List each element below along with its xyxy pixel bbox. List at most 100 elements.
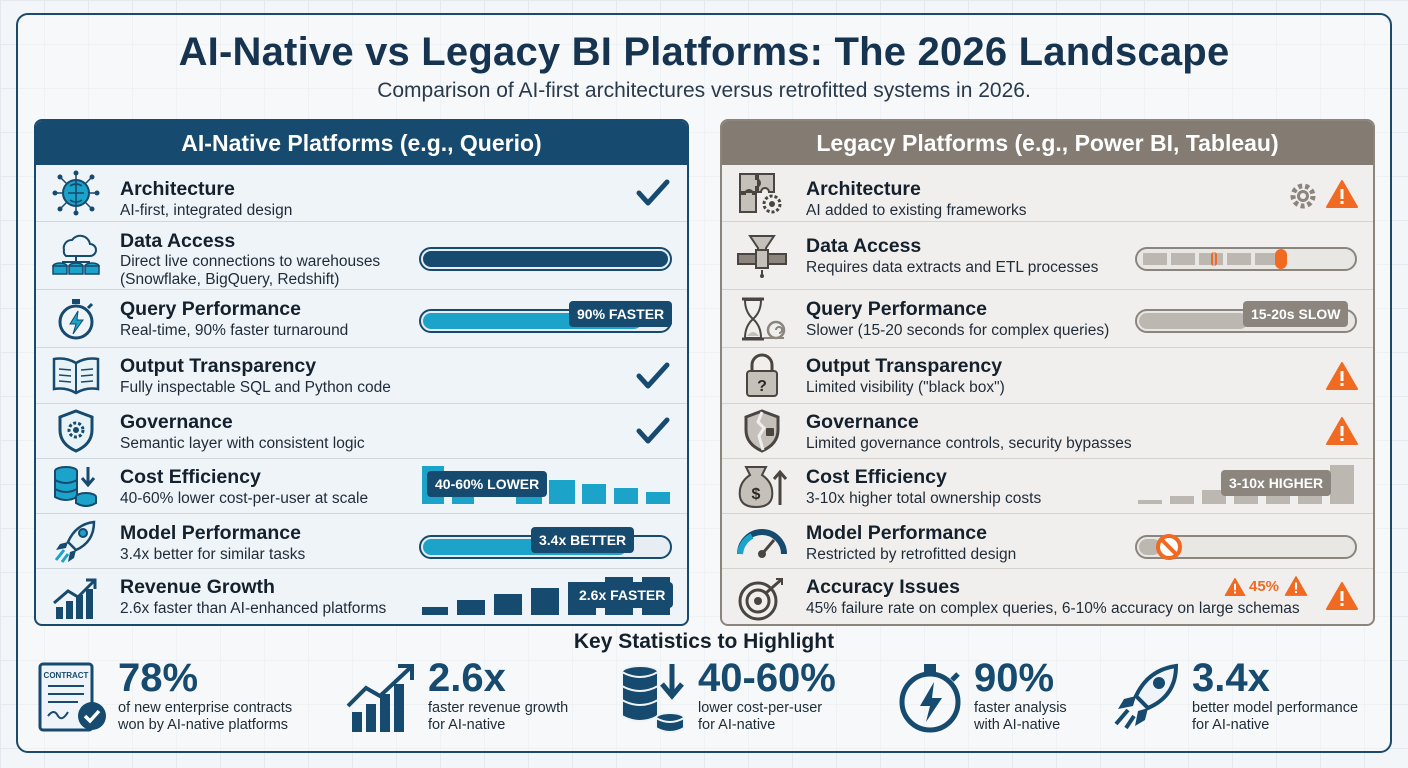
warning-icon bbox=[1326, 417, 1358, 445]
rocket-icon bbox=[1108, 660, 1188, 736]
row-desc: Limited governance controls, security by… bbox=[806, 435, 1132, 452]
key-statistics-heading: Key Statistics to Highlight bbox=[573, 630, 835, 653]
stopwatch-lightning-icon bbox=[50, 296, 102, 342]
row-desc: 45% failure rate on complex queries, 6-1… bbox=[806, 600, 1300, 617]
ai-native-header: AI-Native Platforms (e.g., Querio) bbox=[36, 121, 687, 165]
row-title: Cost Efficiency bbox=[120, 466, 261, 488]
stat-value: 40-60% bbox=[698, 656, 836, 700]
cloud-database-icon bbox=[50, 232, 102, 278]
brain-network-icon bbox=[50, 170, 102, 216]
stat-label: better model performance for AI-native bbox=[1192, 700, 1359, 733]
query-performance-badge: 90% FASTER bbox=[569, 301, 673, 327]
cost-efficiency-badge: 40-60% LOWER bbox=[427, 471, 548, 497]
stat-analysis-speed: 90% faster analysis with AI-native bbox=[890, 656, 1090, 740]
legacy-row-data-access: Data Access Requires data extracts and E… bbox=[722, 222, 1373, 290]
cost-bar bbox=[582, 484, 606, 504]
cost-bar bbox=[549, 480, 575, 504]
legacy-row-model-performance: Model Performance Restricted by retrofit… bbox=[722, 514, 1373, 569]
native-row-governance: Governance Semantic layer with consisten… bbox=[36, 404, 687, 459]
growth-chart-icon bbox=[50, 575, 102, 621]
revenue-bar bbox=[457, 600, 485, 615]
row-title: Data Access bbox=[806, 235, 922, 257]
query-performance-badge: 15-20s SLOW bbox=[1243, 301, 1349, 327]
warning-icon bbox=[1284, 576, 1308, 596]
row-desc: Real-time, 90% faster turnaround bbox=[120, 322, 349, 339]
cost-bar bbox=[614, 488, 638, 504]
page-subtitle: Comparison of AI-first architectures ver… bbox=[377, 79, 1031, 102]
row-title: Accuracy Issues bbox=[806, 576, 960, 598]
warning-icon bbox=[1326, 582, 1358, 610]
native-row-data-access: Data Access Direct live connections to w… bbox=[36, 222, 687, 290]
cost-bar bbox=[1170, 496, 1194, 504]
padlock-question-icon: ? bbox=[736, 353, 788, 399]
row-title: Revenue Growth bbox=[120, 576, 275, 598]
gear-icon bbox=[1290, 183, 1316, 209]
row-title: Model Performance bbox=[120, 522, 301, 544]
open-book-icon bbox=[50, 353, 102, 399]
native-row-query-performance: Query Performance Real-time, 90% faster … bbox=[36, 290, 687, 348]
native-row-revenue-growth: Revenue Growth 2.6x faster than AI-enhan… bbox=[36, 569, 687, 624]
row-desc: 3.4x better for similar tasks bbox=[120, 546, 306, 563]
cost-bar bbox=[646, 492, 670, 504]
stat-contracts: CONTRACT 78% of new enterprise contracts… bbox=[34, 656, 324, 740]
row-desc: 40-60% lower cost-per-user at scale bbox=[120, 490, 369, 507]
pipeline-funnel-icon bbox=[736, 232, 788, 278]
revenue-bar bbox=[494, 594, 522, 615]
stopwatch-lightning-icon bbox=[890, 660, 970, 736]
row-desc: 2.6x faster than AI-enhanced platforms bbox=[120, 600, 387, 617]
row-desc: 3-10x higher total ownership costs bbox=[806, 490, 1042, 507]
hourglass-snail-icon bbox=[736, 296, 788, 342]
coin-stack-down-icon bbox=[50, 463, 102, 509]
contract-check-icon: CONTRACT bbox=[34, 660, 114, 736]
svg-text:$: $ bbox=[752, 486, 761, 503]
checkmark-icon bbox=[636, 179, 670, 206]
legacy-header: Legacy Platforms (e.g., Power BI, Tablea… bbox=[722, 121, 1373, 165]
legacy-panel: Legacy Platforms (e.g., Power BI, Tablea… bbox=[720, 119, 1375, 626]
warning-icon bbox=[1224, 577, 1246, 597]
row-title: Cost Efficiency bbox=[806, 466, 947, 488]
shield-gear-icon bbox=[50, 408, 102, 454]
svg-text:?: ? bbox=[757, 378, 767, 395]
revenue-bar bbox=[531, 588, 559, 615]
native-row-architecture: Architecture AI-first, integrated design bbox=[36, 165, 687, 222]
blockage-marker bbox=[1275, 249, 1287, 269]
native-row-model-performance: Model Performance 3.4x better for simila… bbox=[36, 514, 687, 569]
stat-label: faster analysis with AI-native bbox=[974, 700, 1067, 733]
legacy-row-accuracy-issues: Accuracy Issues 45% failure rate on comp… bbox=[722, 569, 1373, 624]
row-title: Query Performance bbox=[120, 298, 301, 320]
stat-value: 2.6x bbox=[428, 656, 506, 700]
row-title: Model Performance bbox=[806, 522, 987, 544]
warning-icon bbox=[1326, 362, 1358, 390]
data-access-bar bbox=[419, 247, 672, 271]
revenue-growth-badge: 2.6x FASTER bbox=[571, 582, 674, 608]
money-bag-up-icon: $ bbox=[736, 463, 788, 509]
rocket-icon bbox=[50, 518, 102, 564]
row-desc: Limited visibility ("black box") bbox=[806, 379, 1005, 396]
stat-label: of new enterprise contracts won by AI-nat… bbox=[118, 700, 293, 733]
row-desc: Slower (15-20 seconds for complex querie… bbox=[806, 322, 1110, 339]
warning-icon bbox=[1326, 180, 1358, 208]
row-title: Governance bbox=[120, 411, 233, 433]
stat-value: 90% bbox=[974, 656, 1055, 700]
stat-label: lower cost-per-user for AI-native bbox=[698, 700, 823, 733]
row-desc: Requires data extracts and ETL processes bbox=[806, 259, 1099, 276]
prohibited-icon bbox=[1156, 534, 1182, 560]
stat-revenue-growth: 2.6x faster revenue growth for AI-native bbox=[344, 656, 594, 740]
row-desc: AI added to existing frameworks bbox=[806, 202, 1027, 219]
native-row-output-transparency: Output Transparency Fully inspectable SQ… bbox=[36, 348, 687, 404]
cost-bar bbox=[1202, 490, 1226, 504]
row-title: Output Transparency bbox=[806, 355, 1003, 377]
page-title: AI-Native vs Legacy BI Platforms: The 20… bbox=[178, 30, 1230, 74]
row-desc: AI-first, integrated design bbox=[120, 202, 293, 219]
checkmark-icon bbox=[636, 362, 670, 389]
stat-label: faster revenue growth for AI-native bbox=[428, 700, 569, 733]
legacy-row-architecture: Architecture AI added to existing framew… bbox=[722, 165, 1373, 222]
growth-chart-icon bbox=[344, 660, 424, 736]
stat-value: 3.4x bbox=[1192, 656, 1270, 700]
coin-stack-down-icon bbox=[614, 660, 694, 736]
row-title: Governance bbox=[806, 411, 919, 433]
row-desc: Restricted by retrofitted design bbox=[806, 546, 1017, 563]
revenue-bar bbox=[422, 607, 448, 615]
cost-bar bbox=[1138, 500, 1162, 504]
row-title: Architecture bbox=[806, 178, 921, 200]
